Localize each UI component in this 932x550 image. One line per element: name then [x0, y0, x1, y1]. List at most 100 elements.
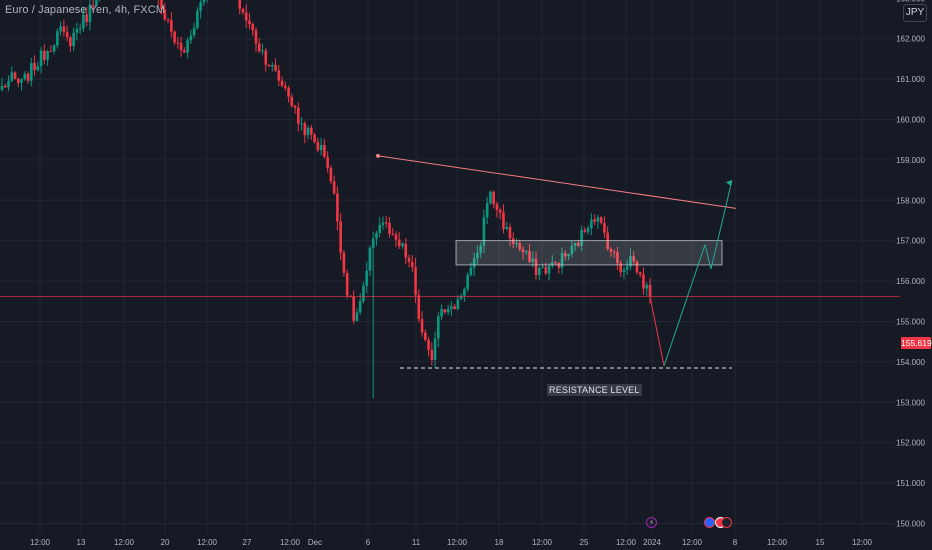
candle-body	[391, 233, 395, 235]
candle	[371, 231, 375, 399]
candle	[65, 25, 69, 42]
candle	[358, 293, 362, 315]
candle	[52, 43, 56, 55]
candle	[508, 223, 512, 247]
candle-body	[196, 11, 199, 28]
candle	[69, 35, 72, 52]
candle	[388, 216, 391, 238]
candle	[170, 12, 173, 38]
candle	[489, 190, 492, 205]
candle	[583, 227, 587, 234]
candle-body	[49, 51, 53, 53]
candle	[381, 216, 385, 230]
candle	[433, 331, 437, 368]
candle	[603, 216, 606, 238]
currency-button[interactable]: JPY	[903, 4, 927, 22]
candle-body	[277, 70, 281, 81]
candle	[648, 277, 652, 304]
candle	[316, 138, 320, 153]
candle-body	[648, 284, 652, 297]
candle	[384, 216, 388, 228]
candle-body	[306, 127, 310, 136]
candle	[625, 260, 629, 275]
candle-body	[479, 245, 482, 253]
candle-body	[638, 272, 642, 275]
candle-body	[303, 123, 307, 136]
candle-body	[336, 193, 339, 222]
candle	[10, 66, 14, 83]
candle-body	[489, 191, 492, 204]
candle-body	[476, 252, 479, 259]
candle-body	[492, 191, 495, 205]
price-tick-label: 151.000	[896, 479, 925, 488]
candle-body	[365, 270, 369, 286]
earnings-event-icon[interactable]	[721, 517, 732, 528]
time-tick-label: 15	[816, 538, 825, 547]
candle-body	[502, 212, 505, 229]
candle-body	[75, 28, 79, 33]
candle	[160, 0, 163, 15]
candle	[515, 238, 518, 248]
candle	[261, 43, 264, 55]
candle-body	[297, 107, 300, 124]
bolt-event-icon[interactable]: ⚡	[646, 517, 657, 528]
candle	[186, 37, 189, 59]
candle-body	[557, 262, 561, 268]
time-tick-label: 12:00	[114, 538, 135, 547]
candle-body	[573, 242, 577, 246]
candle	[303, 120, 307, 144]
candle-body	[417, 295, 421, 320]
candle-body	[583, 229, 587, 232]
candle	[244, 4, 248, 28]
candle	[567, 253, 570, 261]
candle-body	[166, 19, 170, 21]
candle-body	[645, 284, 649, 289]
candle	[505, 221, 509, 231]
candle-body	[244, 12, 248, 21]
candle-body	[39, 50, 43, 67]
candle-body	[257, 43, 261, 52]
candle	[401, 242, 404, 249]
candle-body	[323, 145, 326, 157]
price-tick-label: 155.000	[896, 318, 925, 327]
candle-body	[564, 253, 567, 257]
candle	[437, 312, 440, 348]
economic-event-icon[interactable]	[704, 517, 715, 528]
candle-body	[440, 309, 443, 317]
candle-body	[189, 35, 193, 41]
candle-body	[85, 14, 88, 22]
candle-body	[547, 265, 551, 274]
candle	[43, 44, 46, 65]
candle	[430, 342, 434, 366]
time-tick-label: 2024	[643, 538, 661, 547]
candle	[173, 30, 176, 46]
candle-body	[515, 243, 518, 245]
candle	[479, 242, 482, 259]
candle	[580, 225, 583, 252]
last-price-label: 155.619	[901, 337, 932, 349]
candle	[534, 251, 538, 280]
candle	[46, 49, 49, 66]
candle	[30, 57, 33, 87]
candle	[596, 214, 600, 229]
candle-body	[534, 258, 538, 275]
candle	[85, 7, 88, 27]
candle	[492, 190, 495, 209]
time-tick-label: 6	[366, 538, 371, 547]
candle-body	[183, 50, 186, 53]
candle	[248, 12, 251, 30]
candle-body	[472, 258, 476, 268]
candle-body	[394, 234, 398, 240]
candle	[635, 260, 639, 275]
candle	[290, 93, 294, 108]
candle	[564, 250, 567, 261]
candle	[26, 71, 30, 84]
candle-body	[635, 261, 639, 273]
candle	[590, 213, 593, 236]
candle	[241, 7, 245, 15]
candle	[49, 45, 53, 53]
candle	[537, 266, 541, 281]
candle	[362, 281, 365, 304]
candle	[502, 204, 505, 234]
